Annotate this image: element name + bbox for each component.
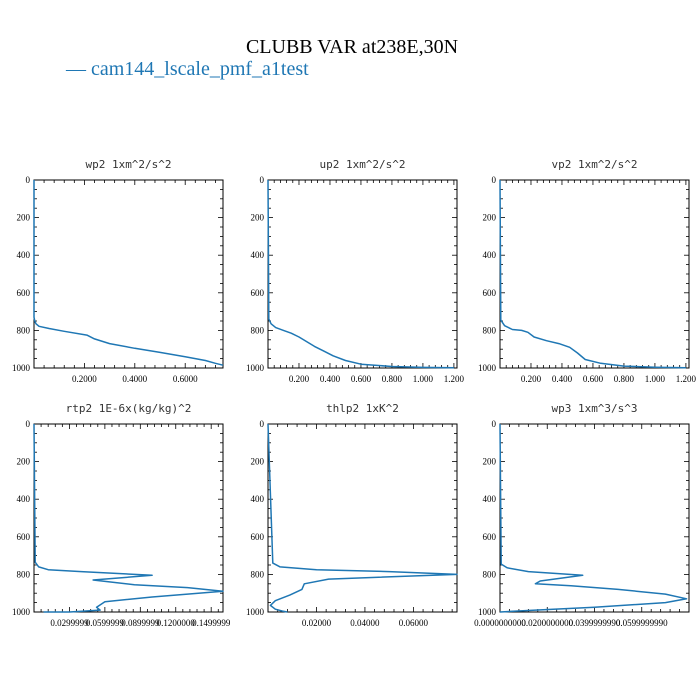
x-tick-label: 1.000	[645, 374, 666, 384]
y-tick-label: 400	[251, 494, 265, 504]
x-tick-label: 0.400	[552, 374, 573, 384]
x-tick-label: 0.600	[583, 374, 604, 384]
chart-panel-6: wp3 1xm^3/s^3 0 200 400 600 800 10000.00000000…	[474, 402, 690, 628]
x-tick-label: 0.200	[289, 374, 310, 384]
x-tick-label: 1.200	[676, 374, 697, 384]
y-tick-label: 1000	[478, 363, 497, 373]
x-tick-label: 0.400	[320, 374, 341, 384]
series-line-1	[499, 179, 686, 369]
x-tick-label: 0.800	[382, 374, 403, 384]
legend-marker: —	[66, 58, 86, 80]
plot-title: wp2 1xm^2/s^2	[85, 158, 171, 171]
x-tick-label: 1.000	[413, 374, 434, 384]
y-tick-label: 800	[17, 325, 31, 335]
x-tick-label: 0.4000	[122, 374, 147, 384]
y-tick-label: 200	[483, 457, 497, 467]
y-tick-label: 0	[26, 175, 31, 185]
y-tick-label: 400	[483, 250, 497, 260]
y-tick-label: 600	[251, 288, 265, 298]
x-tick-label: 0.6000	[173, 374, 198, 384]
legend: — cam144_lscale_pmf_a1test	[66, 58, 309, 81]
y-tick-label: 200	[483, 213, 497, 223]
series-line-1	[267, 423, 458, 613]
y-tick-label: 1000	[12, 607, 31, 617]
legend-label: cam144_lscale_pmf_a1test	[91, 58, 309, 80]
y-tick-label: 800	[483, 325, 497, 335]
x-tick-label: 0.0899999	[121, 618, 160, 628]
y-tick-label: 800	[483, 569, 497, 579]
series-line-1	[33, 423, 224, 613]
y-tick-label: 600	[17, 532, 31, 542]
y-tick-label: 200	[17, 213, 31, 223]
y-tick-label: 800	[251, 569, 265, 579]
x-tick-label: 0.1200000	[157, 618, 196, 628]
y-tick-label: 0	[26, 419, 31, 429]
x-tick-label: 0.0200000000	[521, 618, 573, 628]
series-line-1	[499, 423, 688, 613]
x-tick-label: 0.0299999	[50, 618, 89, 628]
x-tick-label: 1.200	[444, 374, 465, 384]
x-tick-label: 0.600	[351, 374, 372, 384]
x-tick-label: 0.2000	[72, 374, 97, 384]
y-tick-label: 600	[17, 288, 31, 298]
y-tick-label: 400	[17, 494, 31, 504]
plot-title: vp2 1xm^2/s^2	[551, 158, 637, 171]
y-tick-label: 400	[251, 250, 265, 260]
y-tick-label: 1000	[246, 363, 265, 373]
y-tick-label: 200	[17, 457, 31, 467]
y-tick-label: 0	[492, 175, 497, 185]
x-tick-label: 0.06000	[399, 618, 429, 628]
figure-title: CLUBB VAR at238E,30N	[245, 36, 459, 58]
plot-title: up2 1xm^2/s^2	[319, 158, 405, 171]
y-tick-label: 1000	[12, 363, 31, 373]
plot-frame	[267, 423, 458, 613]
chart-panel-1: wp2 1xm^2/s^2 0 200 400 600 800 1000 0.2000 0.40…	[12, 158, 224, 384]
y-tick-label: 1000	[246, 607, 265, 617]
y-tick-label: 400	[483, 494, 497, 504]
series-line-1	[267, 179, 454, 369]
x-tick-label: 0.0000000000	[474, 618, 526, 628]
plot-title: rtp2 1E-6x(kg/kg)^2	[66, 402, 192, 415]
y-tick-label: 800	[251, 325, 265, 335]
chart-panel-3: vp2 1xm^2/s^2 0 200 400 600 800 1000 0.200 0.400…	[478, 158, 697, 384]
x-tick-label: 0.800	[614, 374, 635, 384]
y-tick-label: 600	[483, 532, 497, 542]
plot-title: wp3 1xm^3/s^3	[551, 402, 637, 415]
plot-frame	[267, 179, 458, 369]
chart-panel-2: up2 1xm^2/s^2 0 200 400 600 800 1000 0.200 0.400…	[246, 158, 465, 384]
y-tick-label: 200	[251, 213, 265, 223]
chart-panel-5: thlp2 1xK^2 0 200 400 600 800 1000 0.02000 0.040…	[246, 402, 458, 628]
y-tick-label: 600	[251, 532, 265, 542]
y-tick-label: 0	[492, 419, 497, 429]
y-tick-label: 200	[251, 457, 265, 467]
plot-title: thlp2 1xK^2	[326, 402, 399, 415]
x-tick-label: 0.1499999	[192, 618, 231, 628]
plot-frame	[33, 179, 224, 369]
y-tick-label: 0	[260, 175, 265, 185]
x-tick-label: 0.02000	[302, 618, 332, 628]
x-tick-label: 0.200	[521, 374, 542, 384]
plot-frame	[499, 423, 690, 613]
y-tick-label: 0	[260, 419, 265, 429]
x-tick-label: 0.0599999990	[616, 618, 668, 628]
y-tick-label: 600	[483, 288, 497, 298]
y-tick-label: 400	[17, 250, 31, 260]
x-tick-label: 0.0399999990	[569, 618, 621, 628]
chart-panel-4: rtp2 1E-6x(kg/kg)^2 0 200 400 600 800 1000 0.02…	[12, 402, 231, 628]
series-line-1	[33, 180, 224, 366]
x-tick-label: 0.0599999	[86, 618, 125, 628]
y-tick-label: 800	[17, 569, 31, 579]
x-tick-label: 0.04000	[350, 618, 380, 628]
y-tick-label: 1000	[478, 607, 497, 617]
plot-frame	[499, 179, 690, 369]
